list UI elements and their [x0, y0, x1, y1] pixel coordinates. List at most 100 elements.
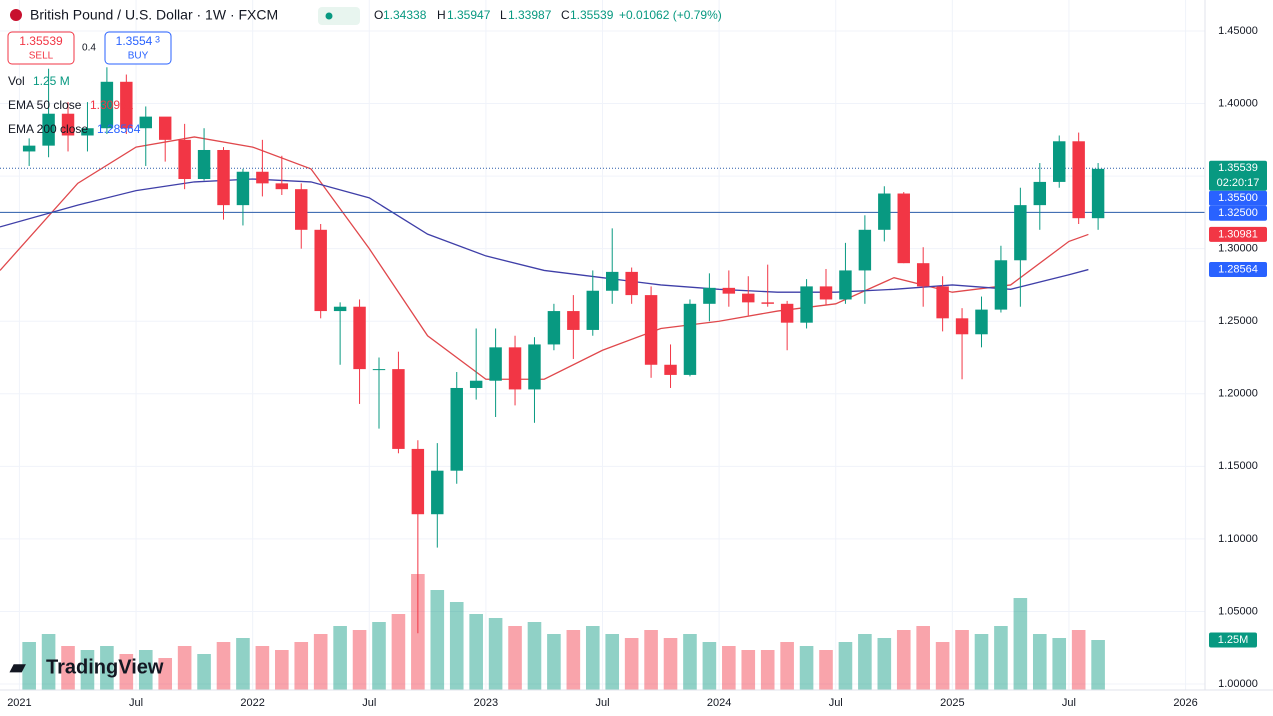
y-tick-label: 1.05000 [1218, 605, 1258, 617]
volume-bar [1013, 598, 1028, 690]
volume-bar [799, 646, 814, 690]
candle-body [664, 364, 677, 375]
price-tag [1209, 226, 1267, 242]
buy-price-sup[interactable]: 3 [155, 34, 160, 44]
candle-body [178, 139, 191, 180]
plot [0, 0, 1205, 690]
sell-price[interactable]: 1.35539 [19, 34, 63, 48]
x-tick-label: Jul [1062, 697, 1076, 709]
candle-body [800, 286, 813, 323]
x-tick-label: 2024 [707, 697, 731, 709]
volume-bar [197, 654, 211, 690]
volume-bar [100, 646, 114, 690]
ohlc-l-label: L [500, 8, 507, 22]
y-tick-label: 1.25000 [1218, 315, 1258, 327]
y-tick-label: 1.30000 [1218, 243, 1258, 255]
volume-bar [547, 634, 561, 690]
candle-body [761, 302, 774, 304]
volume-bar [624, 638, 639, 690]
volume-bar [585, 626, 600, 690]
buy-price[interactable]: 1.3554 [116, 34, 153, 48]
ohlc-o: 1.34338 [383, 8, 427, 22]
volume-bar [1091, 640, 1105, 690]
candle-body [42, 113, 55, 146]
ohlc-l: 1.33987 [508, 8, 552, 22]
volume-bar [935, 642, 950, 690]
volume-tag-label: 1.25M [1218, 634, 1249, 646]
candle-body [392, 369, 405, 449]
candle-body [236, 171, 250, 206]
volume-bar [488, 618, 503, 690]
volume-bar [430, 590, 445, 690]
candle-body [547, 311, 561, 345]
ohlc-o-label: O [374, 8, 383, 22]
volume-bar [313, 634, 328, 690]
candle-body [605, 271, 619, 291]
candle-body [819, 286, 833, 300]
volume-bar [22, 642, 36, 690]
price-tag-label: 1.28564 [1218, 263, 1258, 275]
volume-bar [663, 638, 678, 690]
ema50-label: EMA 50 close [8, 98, 82, 112]
volume-bar [819, 650, 833, 690]
candle-body [81, 128, 94, 136]
candle-body [1053, 141, 1066, 182]
x-tick-label: Jul [829, 697, 843, 709]
candle-body [625, 271, 638, 296]
candle-body [1014, 205, 1027, 261]
volume-bar [138, 650, 153, 690]
x-tick-label: 2025 [940, 697, 964, 709]
buy-label[interactable]: BUY [128, 51, 149, 62]
candle-body [955, 318, 969, 335]
volume-bar [760, 650, 775, 690]
candle-body [489, 347, 502, 381]
volume-bar [158, 658, 173, 690]
ohlc-c-label: C [561, 8, 570, 22]
volume-bar [391, 614, 406, 690]
candle-body [567, 311, 580, 330]
candle-body [916, 263, 930, 287]
volume-bar [294, 642, 309, 690]
volume-bar [644, 630, 658, 690]
candle-body [158, 116, 172, 140]
candle-body [431, 470, 444, 515]
volume-bar [741, 650, 756, 690]
price-tag-label: 1.30981 [1218, 228, 1258, 240]
price-tag-note: 02:20:17 [1217, 177, 1260, 189]
candle-body [994, 260, 1008, 310]
buy-button[interactable] [104, 31, 172, 65]
x-tick-label: Jul [129, 697, 143, 709]
price-tag-label: 1.32500 [1218, 207, 1258, 219]
sell-button[interactable] [7, 31, 75, 65]
logo-mark: ▰ [9, 656, 26, 678]
volume-bar [216, 642, 231, 690]
ema200-label: EMA 200 close [8, 122, 88, 136]
volume-bar [41, 634, 56, 690]
candle-body [722, 287, 736, 294]
volume-bar [916, 626, 930, 690]
candle-body [1033, 181, 1047, 206]
y-tick-label: 1.00000 [1218, 678, 1258, 690]
candle-body [528, 344, 541, 390]
volume-bar [333, 626, 347, 690]
candle-body [411, 448, 425, 515]
volume-bar [236, 638, 250, 690]
volume-bar [780, 642, 794, 690]
status-badge [318, 7, 360, 25]
price-tag [1209, 160, 1267, 191]
volume-bar [1071, 630, 1086, 690]
y-tick-label: 1.20000 [1218, 388, 1258, 400]
candle-body [139, 116, 152, 129]
y-tick-label: 1.45000 [1218, 25, 1258, 37]
x-tick-label: 2023 [474, 697, 498, 709]
y-tick-label: 1.40000 [1218, 97, 1258, 109]
candle-body [839, 270, 852, 300]
volume-bar [955, 630, 969, 690]
volume-bar [994, 626, 1008, 690]
candle-body [469, 380, 483, 388]
candle-body [314, 229, 327, 312]
sell-label[interactable]: SELL [29, 51, 54, 62]
candle-body [508, 347, 522, 390]
